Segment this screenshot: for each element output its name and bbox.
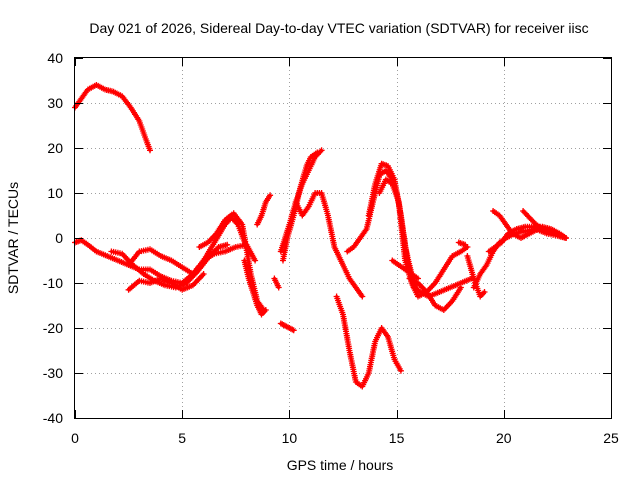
- data-point: [397, 367, 404, 374]
- series-arc-20: [455, 239, 469, 248]
- series-arc-04: [125, 241, 259, 277]
- y-tick-label: -40: [43, 410, 63, 426]
- y-tick-label: -20: [43, 320, 63, 336]
- data-point: [563, 235, 569, 241]
- x-tick-label: 0: [71, 430, 79, 446]
- series-arc-05: [125, 271, 207, 293]
- y-tick-label: 0: [55, 230, 63, 246]
- series-arc-12: [280, 149, 321, 264]
- data-point: [224, 241, 231, 248]
- axis-ticks: 0 5 10 15 20 25 -40 -30 -20 -10 0 10 20 30 40: [43, 50, 619, 446]
- data-point: [252, 257, 259, 264]
- series-arc-14: [333, 293, 404, 390]
- y-tick-label: 30: [47, 95, 63, 111]
- data-point: [275, 284, 282, 291]
- series-arc-08: [254, 192, 274, 228]
- data-point: [200, 271, 207, 277]
- data-point: [481, 289, 488, 295]
- chart-title: Day 021 of 2026, Sidereal Day-to-day VTE…: [89, 20, 588, 36]
- y-tick-label: 40: [47, 50, 63, 66]
- x-tick-label: 25: [603, 430, 619, 446]
- series-arc-18: [389, 257, 421, 282]
- x-tick-label: 20: [496, 430, 512, 446]
- series-arc-25: [520, 208, 569, 241]
- y-tick-label: -10: [43, 275, 63, 291]
- y-tick-label: 10: [47, 185, 63, 201]
- series-arc-01: [72, 82, 153, 154]
- plot-frame: [74, 57, 612, 419]
- series-arc-17: [376, 176, 471, 300]
- x-axis-label: GPS time / hours: [287, 457, 394, 473]
- data-point: [462, 241, 469, 248]
- data-point: [457, 284, 464, 291]
- series-arc-09: [271, 275, 282, 291]
- x-tick-label: 15: [389, 430, 405, 446]
- series-arc-19: [406, 275, 464, 313]
- series-arc-07: [241, 257, 269, 318]
- data-point: [359, 293, 366, 300]
- data-point: [267, 192, 274, 199]
- data-point: [314, 149, 321, 156]
- series-arc-10: [277, 320, 297, 334]
- data-point: [147, 147, 153, 154]
- data-point: [262, 307, 269, 313]
- series-arc-24: [490, 208, 542, 241]
- grid: [75, 58, 611, 418]
- data-point: [290, 327, 297, 334]
- x-tick-label: 5: [178, 430, 186, 446]
- x-tick-label: 10: [282, 430, 298, 446]
- y-tick-label: -30: [43, 365, 63, 381]
- data-points: [72, 82, 569, 390]
- y-axis-label: SDTVAR / TECUs: [5, 182, 21, 294]
- series-arc-21: [464, 253, 488, 300]
- y-tick-label: 20: [47, 140, 63, 156]
- series-arc-13: [292, 190, 366, 300]
- data-point: [318, 147, 325, 154]
